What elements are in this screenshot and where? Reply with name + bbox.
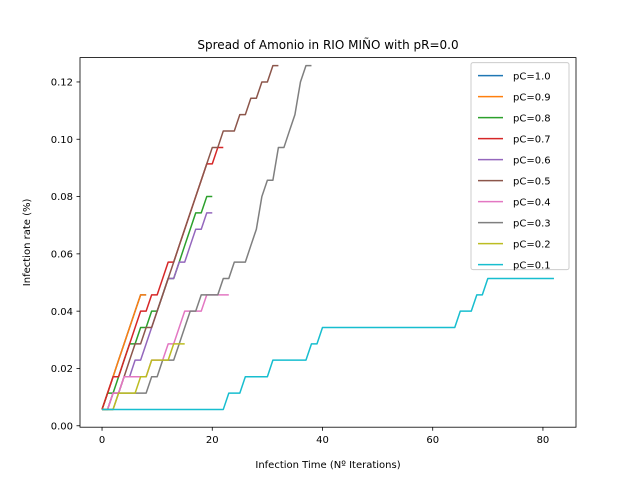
- y-tick-label: 0.06: [51, 249, 73, 260]
- legend-box: [470, 62, 570, 271]
- x-tick-label: 60: [426, 435, 439, 446]
- x-tick-label: 80: [537, 435, 550, 446]
- chart-title: Spread of Amonio in RIO MIÑO with pR=0.0: [197, 37, 458, 52]
- y-tick-label: 0.04: [51, 307, 73, 318]
- legend-label: pC=1.0: [513, 72, 551, 83]
- y-tick-label: 0.10: [51, 135, 73, 146]
- series-line-8: [102, 343, 185, 411]
- legend-label: pC=0.1: [513, 261, 551, 272]
- series-line-5: [102, 64, 279, 411]
- x-axis-ticks: 0 20 40 60 80: [99, 427, 549, 446]
- series-line-7: [102, 64, 312, 411]
- legend-label: pC=0.3: [513, 219, 551, 230]
- legend-label: pC=0.9: [513, 93, 551, 104]
- y-tick-label: 0.02: [51, 364, 73, 375]
- legend-label: pC=0.2: [513, 240, 551, 251]
- legend-label: pC=0.8: [513, 114, 551, 125]
- axes-frame: [79, 57, 577, 428]
- y-tick-label: 0.12: [51, 78, 73, 89]
- y-tick-label: 0.00: [51, 421, 73, 432]
- series-lines: [101, 64, 554, 411]
- x-tick-label: 40: [316, 435, 329, 446]
- legend: pC=1.0 pC=0.9 pC=0.8 pC=0.7 pC=0.6 pC=0.5 pC=0…: [470, 62, 570, 272]
- y-axis-label: Infection rate (%): [22, 199, 33, 287]
- x-tick-label: 0: [99, 435, 105, 446]
- legend-label: pC=0.5: [513, 177, 551, 188]
- x-tick-label: 20: [206, 435, 219, 446]
- legend-label: pC=0.7: [513, 135, 551, 146]
- x-axis-label: Infection Time (Nº Iterations): [255, 460, 400, 471]
- legend-label: pC=0.6: [513, 156, 551, 167]
- legend-label: pC=0.4: [513, 198, 551, 209]
- series-line-9: [102, 277, 554, 411]
- y-axis-ticks: 0.00 0.02 0.04 0.06 0.08 0.10 0.12: [51, 78, 80, 432]
- y-tick-label: 0.08: [51, 192, 73, 203]
